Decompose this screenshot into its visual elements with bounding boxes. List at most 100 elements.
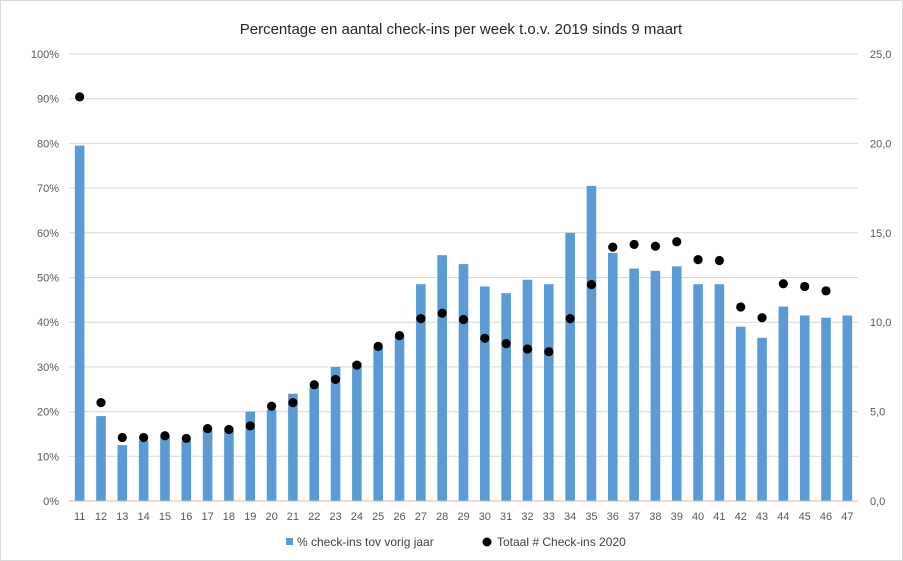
- scatter-point: [245, 421, 255, 431]
- x-tick-label: 37: [628, 511, 640, 523]
- y-right-tick-label: 0,0: [870, 496, 885, 508]
- legend-dot-swatch: [482, 537, 492, 547]
- x-tick-label: 35: [585, 511, 597, 523]
- scatter-point: [714, 255, 724, 266]
- bar: [821, 317, 831, 501]
- bar: [202, 429, 213, 501]
- scatter-point: [181, 433, 191, 444]
- x-tick-label: 26: [393, 511, 405, 523]
- x-tick-label: 30: [479, 511, 491, 523]
- scatter-point: [224, 424, 234, 435]
- scatter-point: [778, 279, 788, 289]
- x-tick-label: 21: [287, 511, 299, 523]
- scatter-point: [480, 333, 490, 343]
- left-axis: 0% 10% 20% 30% 40% 50% 60% 70% 80% 90% 100%: [31, 49, 59, 508]
- x-tick-label: 45: [799, 511, 811, 523]
- x-tick-label: 24: [351, 511, 363, 523]
- x-tick-label: 15: [159, 511, 171, 523]
- x-tick-label: 43: [756, 511, 768, 523]
- x-tick-label: 29: [457, 511, 469, 523]
- scatter-point: [693, 255, 703, 265]
- bar: [74, 145, 85, 501]
- x-tick-label: 42: [735, 511, 747, 523]
- x-tick-label: 17: [201, 511, 213, 523]
- y-right-tick-label: 5,0: [870, 407, 885, 419]
- scatter-point: [352, 360, 362, 370]
- scatter-point: [309, 380, 319, 390]
- bar: [586, 185, 597, 502]
- y-left-tick-label: 100%: [31, 49, 59, 61]
- scatter-point: [458, 314, 469, 325]
- x-tick-label: 32: [521, 511, 533, 523]
- x-tick-label: 28: [436, 511, 448, 523]
- bar: [714, 284, 725, 501]
- bar: [543, 284, 554, 501]
- bar: [309, 387, 320, 501]
- bar: [650, 270, 661, 501]
- scatter-point: [522, 344, 533, 354]
- bar: [693, 284, 703, 501]
- x-tick-label: 46: [820, 511, 832, 523]
- x-tick-label: 36: [607, 511, 619, 523]
- bar: [458, 264, 469, 501]
- y-right-tick-label: 20,0: [870, 138, 891, 150]
- x-tick-label: 23: [329, 511, 341, 523]
- scatter-point: [544, 347, 554, 357]
- scatter-point: [672, 237, 682, 247]
- scatter-point: [501, 339, 511, 349]
- y-left-tick-label: 70%: [37, 183, 59, 195]
- chart-title: Percentage en aantal check-ins per week …: [240, 21, 683, 38]
- x-tick-label: 44: [777, 511, 789, 523]
- bar-series: [74, 145, 853, 502]
- bar: [330, 366, 341, 501]
- bar: [245, 411, 256, 501]
- bar: [437, 255, 447, 501]
- bar: [160, 436, 170, 501]
- x-tick-label: 34: [564, 511, 576, 523]
- bar: [757, 337, 767, 501]
- y-left-tick-label: 0%: [43, 496, 59, 508]
- x-tick-label: 40: [692, 511, 704, 523]
- y-left-tick-label: 50%: [37, 273, 59, 285]
- scatter-point: [266, 401, 277, 411]
- x-tick-label: 41: [713, 511, 725, 523]
- scatter-point: [288, 398, 298, 408]
- bar: [373, 346, 384, 501]
- bar: [266, 409, 277, 501]
- bar: [735, 326, 746, 501]
- x-tick-label: 13: [116, 511, 128, 523]
- bar: [842, 315, 853, 501]
- bar: [352, 362, 362, 501]
- y-right-tick-label: 15,0: [870, 228, 891, 240]
- bar: [181, 440, 192, 501]
- scatter-point: [608, 242, 618, 252]
- bar: [138, 440, 149, 501]
- x-tick-label: 19: [244, 511, 256, 523]
- scatter-point: [757, 313, 767, 323]
- scatter-point: [736, 302, 746, 312]
- x-tick-label: 11: [74, 511, 85, 523]
- x-tick-label: 25: [372, 511, 384, 523]
- scatter-point: [160, 431, 170, 441]
- x-tick-label: 20: [265, 511, 277, 523]
- bar: [629, 268, 639, 501]
- bar: [416, 284, 426, 501]
- legend: % check-ins tov vorig jaar Totaal # Chec…: [286, 535, 626, 549]
- scatter-point: [96, 398, 106, 408]
- scatter-point: [139, 432, 149, 443]
- bar: [565, 232, 575, 502]
- y-right-tick-label: 25,0: [870, 49, 891, 61]
- x-tick-label: 22: [308, 511, 320, 523]
- scatter-series: [75, 92, 831, 444]
- scatter-point: [437, 308, 447, 318]
- legend-bar-swatch: [286, 538, 293, 545]
- x-tick-label: 39: [671, 511, 683, 523]
- x-tick-label: 47: [841, 511, 853, 523]
- x-tick-label: 31: [500, 511, 512, 523]
- x-tick-label: 12: [95, 511, 107, 523]
- y-left-tick-label: 10%: [37, 451, 59, 463]
- x-axis: 11 12 13 14 15 16 17 18 19 20 21 22 23 24 25 26 27 28 29 30…: [69, 500, 858, 523]
- y-left-tick-label: 60%: [37, 228, 59, 240]
- bar: [799, 315, 810, 501]
